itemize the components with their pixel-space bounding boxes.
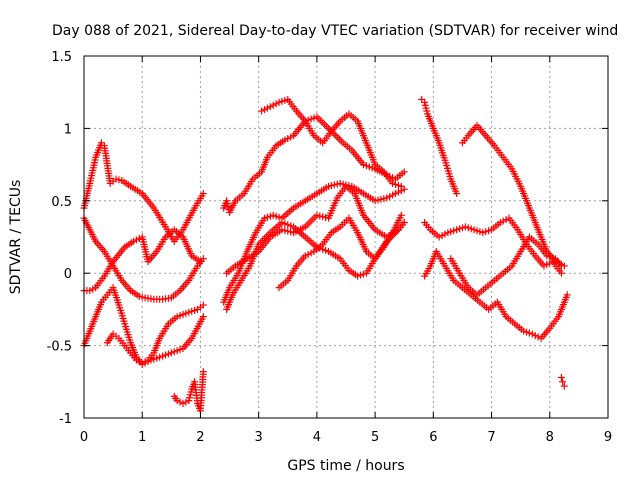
y-tick-label: 0: [64, 267, 72, 282]
data-point: [453, 190, 461, 198]
data-point: [563, 291, 571, 299]
data-point: [559, 378, 567, 386]
y-axis-label: SDTVAR / TECUs: [8, 180, 24, 295]
data-point: [400, 219, 408, 227]
data-point: [400, 185, 408, 193]
y-tick-label: 1.5: [51, 50, 72, 65]
x-tick-label: 6: [429, 430, 437, 445]
x-tick-label: 2: [196, 430, 204, 445]
data-points: [80, 95, 571, 415]
data-point: [199, 301, 207, 309]
plot-frame: [83, 55, 609, 419]
y-tick-label: -0.5: [47, 340, 72, 355]
data-point: [400, 168, 408, 176]
data-point: [560, 382, 568, 390]
data-point: [196, 258, 204, 266]
data-point: [335, 135, 343, 143]
x-tick-label: 9: [604, 430, 612, 445]
chart-title: Day 088 of 2021, Sidereal Day-to-day VTE…: [52, 23, 618, 39]
x-tick-label: 3: [255, 430, 263, 445]
x-tick-label: 8: [546, 430, 554, 445]
data-point: [397, 211, 405, 219]
x-tick-label: 4: [313, 430, 321, 445]
data-point: [199, 368, 207, 376]
x-tick-label: 0: [80, 430, 88, 445]
data-point: [557, 269, 565, 277]
y-tick-label: 0.5: [51, 195, 72, 210]
x-tick-label: 1: [138, 430, 146, 445]
grid-lines: [84, 56, 608, 418]
x-axis-label: GPS time / hours: [287, 458, 404, 474]
x-tick-label: 5: [371, 430, 379, 445]
data-point: [334, 133, 342, 141]
data-point: [337, 137, 345, 145]
data-point: [557, 262, 565, 270]
axis-ticks: 0 1 2 3 4 5 6 7 8 9 -1 -0.5 0 0.5 1 1.5: [47, 50, 613, 445]
data-point: [199, 313, 207, 321]
x-tick-label: 7: [487, 430, 495, 445]
y-tick-label: -1: [59, 412, 72, 427]
data-point: [199, 190, 207, 198]
y-tick-label: 1: [64, 122, 72, 137]
data-point: [332, 132, 340, 140]
data-point: [557, 373, 565, 381]
